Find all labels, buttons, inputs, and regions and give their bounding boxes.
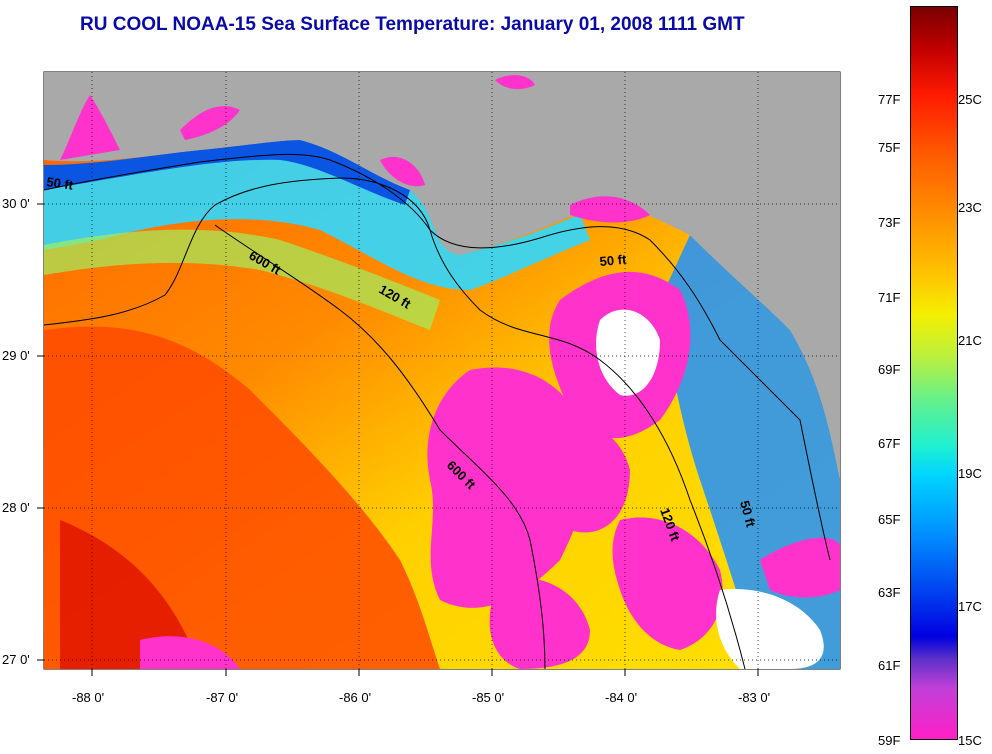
cloud-patch (489, 577, 590, 669)
lat-tick-label: 30 0' (2, 196, 30, 211)
green-band (44, 229, 440, 330)
cloud-patch (596, 309, 660, 396)
coastal-bays (570, 196, 650, 223)
lat-tick-label: 28 0' (2, 500, 30, 515)
land-areas (44, 72, 840, 480)
contour-label: 50 ft (599, 252, 628, 269)
cloud-patch (140, 636, 240, 669)
colorbar-f-label: 73F (878, 215, 901, 230)
coastal-bays (60, 95, 120, 160)
lon-tick-label: -87 0' (206, 690, 239, 705)
lon-tick-label: -86 0' (339, 690, 372, 705)
colorbar-f-label: 59F (878, 733, 901, 748)
graticule (44, 72, 840, 669)
lat-tick-label: 29 0' (2, 348, 30, 363)
lat-tick-label: 27 0' (2, 652, 30, 667)
cloud-patch (760, 537, 840, 598)
colorbar-c-label: 21C (958, 333, 982, 348)
cloud-patch (536, 417, 630, 533)
colorbar-f-label: 69F (878, 362, 901, 377)
cold-water-north (44, 140, 590, 290)
colorbar-f-label: 71F (878, 290, 901, 305)
colorbar-f-label: 77F (878, 92, 901, 107)
coastal-bays (380, 156, 425, 187)
cloud-patch (612, 517, 723, 650)
contour-120ft (43, 177, 746, 670)
contour-label: 50 ft (737, 499, 759, 529)
colorbar-f-label: 63F (878, 585, 901, 600)
hot-water-region (60, 520, 200, 669)
coastal-bays (495, 75, 535, 90)
lon-tick-label: -85 0' (472, 690, 505, 705)
contour-50ft (43, 153, 831, 561)
land-north (44, 72, 840, 480)
cloud-patch (716, 589, 824, 669)
lon-tick-label: -83 0' (738, 690, 771, 705)
lon-tick-label: -88 0' (72, 690, 105, 705)
contour-600ft (214, 224, 546, 670)
tick-marks (37, 203, 759, 676)
cold-water-north-deep (44, 140, 410, 205)
colorbar-f-label: 67F (878, 436, 901, 451)
lon-tick-label: -84 0' (605, 690, 638, 705)
colorbar-c-label: 15C (958, 733, 982, 748)
colorbar-c-label: 19C (958, 466, 982, 481)
temperature-colorbar (910, 6, 958, 740)
colorbar-c-label: 23C (958, 200, 982, 215)
colorbar-c-label: 25C (958, 92, 982, 107)
colorbar-c-label: 17C (958, 599, 982, 614)
cloud-masks (140, 271, 840, 669)
coastal-bays (180, 106, 240, 140)
bathymetry-contours (43, 153, 831, 670)
colorbar-f-label: 65F (878, 512, 901, 527)
contour-label: 50 ft (46, 174, 75, 193)
colorbar-f-label: 75F (878, 140, 901, 155)
map-title: RU COOL NOAA-15 Sea Surface Temperature:… (80, 14, 745, 35)
colorbar-f-label: 61F (878, 658, 901, 673)
